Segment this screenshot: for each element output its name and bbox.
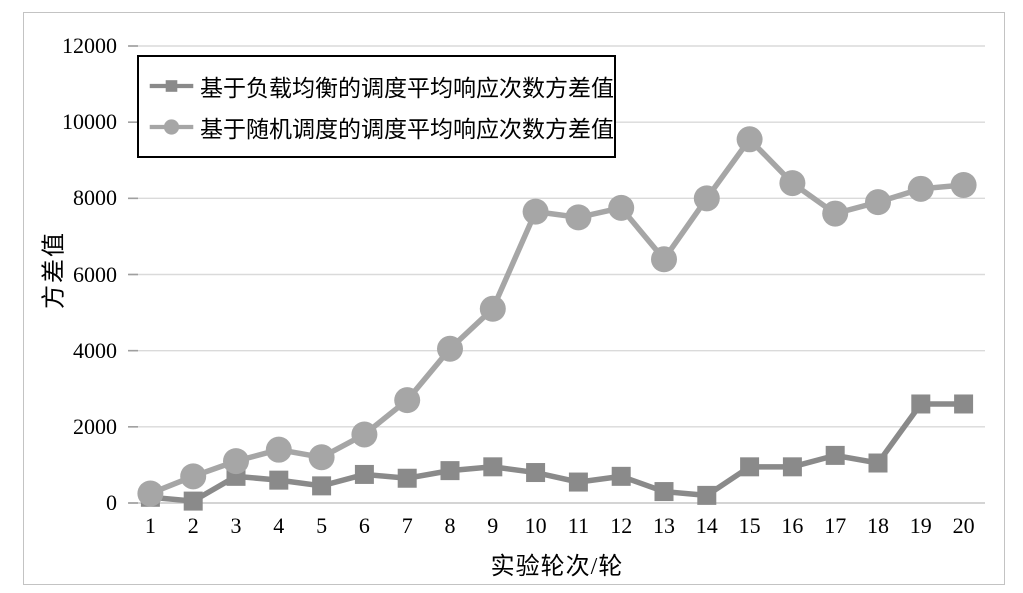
data-point-square [954,394,974,414]
data-point-circle [437,335,463,362]
data-point-circle [265,436,292,463]
data-point-square [740,457,760,477]
data-point-circle [651,246,677,273]
data-point-square [354,464,374,484]
x-tick-label: 9 [487,513,499,538]
data-point-square [312,476,332,496]
data-point-circle [351,421,378,448]
legend-item-random: 基于随机调度的调度平均响应次数方差值 [149,110,614,144]
x-axis-title: 实验轮次/轮 [490,554,624,580]
legend: 基于负载均衡的调度平均响应次数方差值 基于随机调度的调度平均响应次数方差值 [137,55,616,158]
x-tick-label: 8 [444,513,456,538]
legend-item-load-balancing: 基于负载均衡的调度平均响应次数方差值 [149,69,614,103]
x-tick-label: 5 [316,513,328,538]
x-tick-label: 17 [824,513,847,538]
x-tick-label: 15 [738,513,761,538]
data-point-square [526,463,546,483]
legend-label-load-balancing: 基于负载均衡的调度平均响应次数方差值 [200,75,614,101]
x-tick-label: 20 [952,513,975,538]
legend-label-random: 基于随机调度的调度平均响应次数方差值 [200,117,614,143]
x-tick-label: 7 [401,513,413,538]
data-point-circle [137,480,164,507]
data-point-circle [565,204,592,231]
data-point-circle [608,194,635,221]
data-point-circle [308,444,335,471]
x-tick-label: 11 [567,513,589,538]
x-tick-label: 1 [144,513,156,538]
y-tick-label: 8000 [73,185,117,211]
x-tick-label: 3 [230,513,242,538]
data-point-square [568,472,588,492]
data-point-square [868,453,888,473]
x-tick-label: 2 [187,513,199,538]
x-tick-label: 4 [273,513,285,538]
data-point-circle [779,170,806,197]
data-point-circle [950,172,977,199]
y-tick-label: 10000 [62,109,117,135]
y-tick-label: 4000 [73,337,117,363]
data-point-square [825,445,845,465]
x-tick-label: 13 [653,513,675,538]
data-point-square [697,485,717,505]
data-point-square [483,457,503,477]
data-point-square [440,461,460,481]
data-point-square [269,470,289,490]
data-point-square [782,457,802,477]
y-tick-label: 2000 [73,413,117,439]
x-tick-label: 10 [524,513,547,538]
data-point-circle [180,463,207,490]
data-point-circle [865,189,891,216]
data-point-circle [822,200,849,227]
y-tick-label: 12000 [62,33,117,58]
data-point-square [654,482,674,502]
x-tick-label: 14 [695,513,718,538]
circle-series-marker-icon [149,119,194,135]
data-point-circle [693,185,720,212]
data-point-square [911,394,931,414]
data-point-circle [479,295,506,322]
data-point-square [397,468,417,488]
data-point-circle [394,387,421,414]
data-point-circle [907,175,934,202]
x-tick-label: 12 [610,513,633,538]
data-point-square [611,466,631,486]
x-tick-label: 19 [909,513,932,538]
y-tick-label: 0 [106,490,117,515]
data-point-circle [522,198,549,225]
square-series-marker-icon [149,79,194,92]
y-tick-label: 6000 [73,261,117,287]
x-tick-label: 18 [867,513,889,538]
x-tick-label: 6 [358,513,370,538]
data-point-square [183,491,203,511]
x-tick-label: 16 [781,513,804,538]
data-point-circle [223,448,249,475]
data-point-circle [736,126,763,153]
